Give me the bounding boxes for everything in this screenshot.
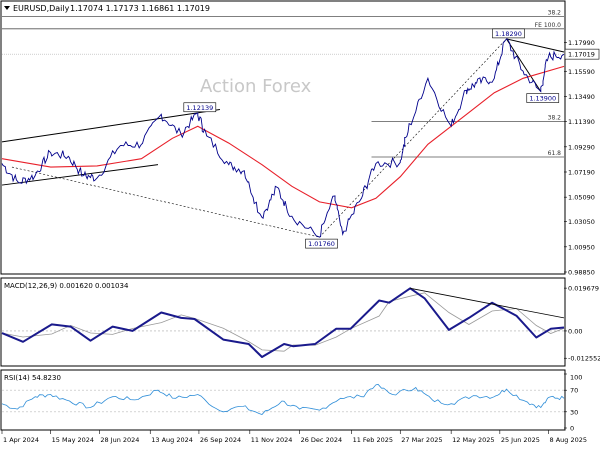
macd-title: MACD(12,26,9) 0.001620 0.001034	[4, 282, 129, 290]
price-axis-label: 1.09290	[568, 143, 595, 151]
date-axis-label: 26 Dec 2024	[301, 436, 343, 444]
date-axis-label: 13 Aug 2024	[151, 436, 193, 444]
watermark: Action Forex	[200, 76, 312, 97]
price-annotation-label: 1.18290	[495, 30, 522, 38]
trendlines	[1, 38, 565, 238]
rsi-panel-frame	[0, 369, 566, 431]
rsi-axis-label: 30	[570, 408, 578, 416]
rsi-axis-label: 70	[570, 387, 578, 395]
macd-trendline	[410, 287, 565, 319]
date-axis-label: 25 Jun 2025	[501, 436, 540, 444]
date-axis-label: 8 Aug 2025	[550, 436, 588, 444]
symbol-dropdown-icon[interactable]	[4, 6, 10, 10]
price-axis-label: 1.07190	[568, 168, 595, 176]
price-axis-label: 1.17990	[568, 39, 595, 47]
price-annotation-label: 1.01760	[308, 240, 335, 248]
current-price-label: 1.17019	[568, 51, 595, 59]
date-axis-label: 1 Apr 2024	[3, 436, 39, 444]
price-axis-label: 1.13490	[568, 93, 595, 101]
price-annotations: 1.12139 1.01760 1.18290 1.13900	[183, 28, 560, 249]
date-axis-label: 11 Nov 2024	[251, 436, 293, 444]
fib-level-label: FE 100.0	[535, 22, 562, 29]
rsi-line	[1, 383, 565, 415]
price-annotation-label: 1.12139	[186, 104, 213, 112]
macd-axis: 0.019679 0.00 -0.012552	[564, 285, 600, 363]
moving-average	[1, 65, 565, 209]
fib-level-label: 38.2	[548, 115, 562, 122]
symbol-label: EURUSD,Daily	[13, 4, 70, 13]
fibonacci-levels: 38.2 FE 100.0 38.2 61.8	[2, 10, 564, 158]
price-axis-label: 1.05090	[568, 194, 595, 202]
price-annotation-box	[183, 102, 217, 113]
date-axis-label: 28 Jun 2024	[100, 436, 139, 444]
price-annotation-box	[492, 28, 525, 39]
macd-axis-label: 0.019679	[568, 285, 599, 293]
price-annotation-label: 1.13900	[529, 95, 556, 103]
triangle-upper-line	[506, 38, 565, 53]
price-axis: 1.17990 1.15590 1.13490 1.11390 1.09290 1.071…	[564, 39, 600, 277]
fib-level-label: 61.8	[548, 150, 562, 157]
price-axis-label: 1.00950	[568, 243, 595, 251]
rsi-title: RSI(14) 54.8230	[4, 374, 61, 382]
fib-level-label: 38.2	[548, 10, 562, 17]
date-axis-label: 15 May 2024	[52, 436, 94, 444]
macd-axis-label: 0.00	[568, 327, 582, 335]
price-axis-label: 1.11390	[568, 118, 595, 126]
rsi-series	[1, 383, 565, 415]
rising-dashed-trendline	[319, 38, 507, 238]
channel-bottom-line	[1, 164, 159, 186]
dashed-trendline	[11, 166, 320, 238]
price-axis-label: 1.03050	[568, 218, 595, 226]
current-price-marker	[564, 48, 600, 60]
price-annotation-box	[526, 93, 560, 103]
price-series	[1, 38, 565, 238]
price-axis-label: 1.15590	[568, 68, 595, 76]
date-axis-label: 12 May 2025	[452, 436, 494, 444]
macd-series	[1, 287, 565, 358]
ohlc-values: 1.17074 1.17173 1.16861 1.17019	[70, 4, 210, 13]
macd-signal-line	[1, 292, 565, 352]
date-axis-label: 11 Feb 2025	[353, 436, 393, 444]
main-panel-frame	[0, 0, 566, 275]
rsi-axis: 100 70 30 0	[564, 374, 582, 433]
date-axis: 1 Apr 2024 15 May 2024 28 Jun 2024 13 Aug 2…	[1, 430, 588, 444]
macd-panel-frame	[0, 277, 566, 367]
macd-line	[1, 287, 565, 358]
macd-axis-label: -0.012552	[568, 355, 600, 363]
date-axis-label: 27 Mar 2025	[401, 436, 442, 444]
price-axis-label: 0.98850	[568, 269, 595, 277]
rsi-axis-label: 100	[570, 374, 582, 382]
date-axis-label: 26 Sep 2024	[200, 436, 241, 444]
sma-line	[1, 65, 565, 209]
rsi-axis-label: 0	[570, 425, 574, 433]
price-line	[1, 38, 565, 238]
price-annotation-box	[305, 238, 338, 249]
channel-top-line	[1, 109, 221, 143]
